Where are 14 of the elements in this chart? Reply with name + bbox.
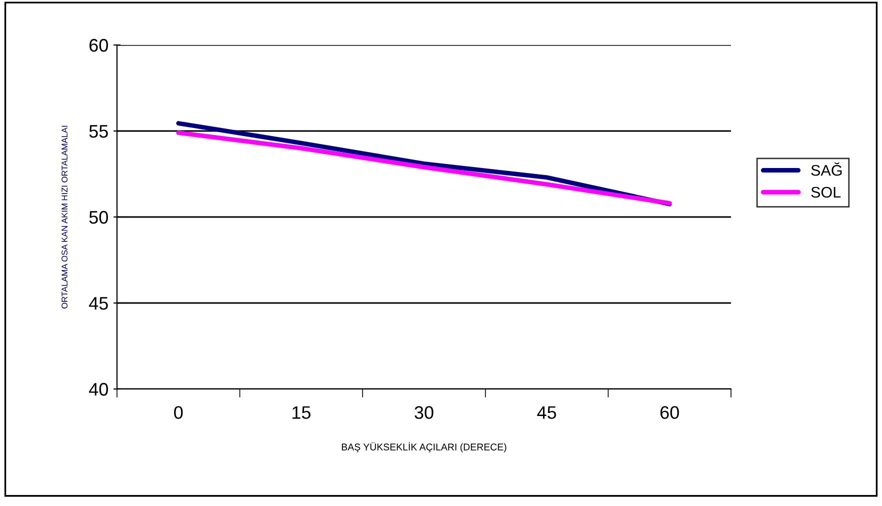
legend-label: SOL (811, 186, 841, 198)
y-tick-label: 55 (89, 125, 108, 138)
y-tick-label: 40 (89, 382, 108, 396)
y-axis-title: ORTALAMA OSA KAN AKIM HIZI ORTALAMALAI (62, 126, 68, 308)
y-tick-label: 50 (89, 210, 108, 224)
x-tick-label: 45 (537, 406, 556, 419)
x-axis-title: BAŞ YÜKSEKLİK AÇILARI (DERECE) (342, 442, 506, 452)
legend-label: SAĞ (811, 162, 842, 176)
x-tick-label: 30 (414, 406, 434, 419)
x-tick-label: 0 (174, 406, 183, 419)
x-tick-label: 15 (292, 406, 310, 419)
y-tick-label: 45 (89, 297, 108, 310)
x-tick-label: 60 (660, 406, 679, 419)
y-tick-label: 60 (90, 38, 108, 52)
